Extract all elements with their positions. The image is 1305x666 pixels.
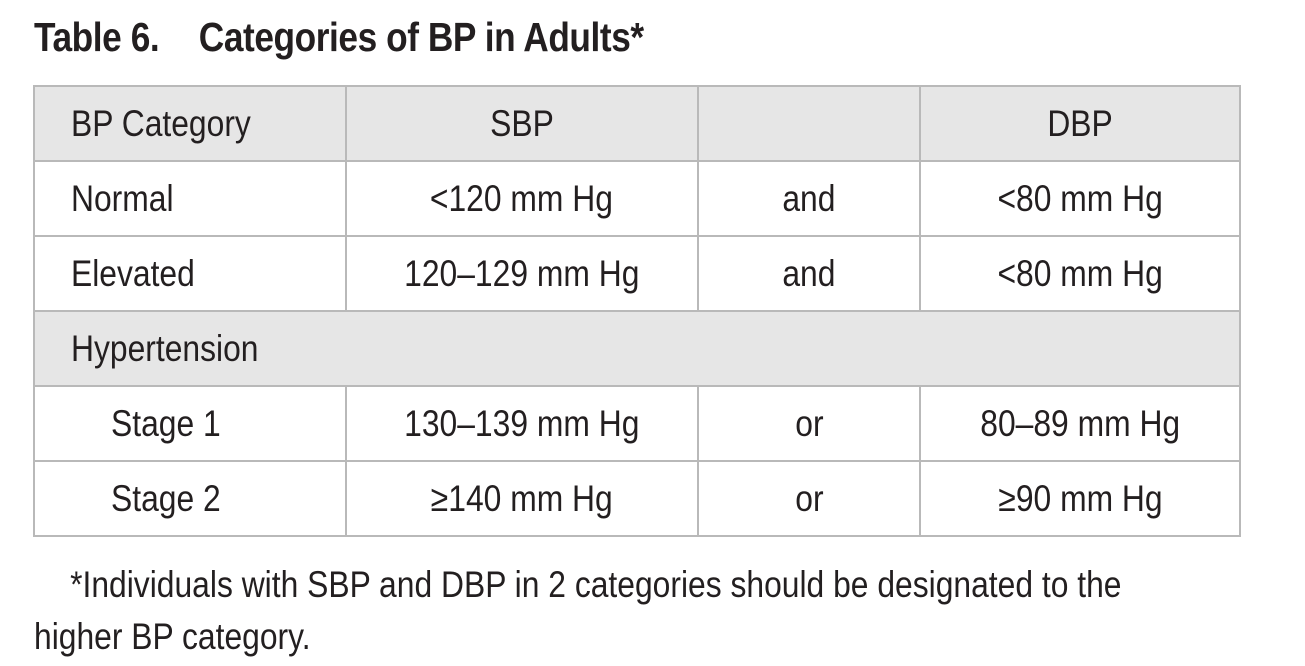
dbp-cell: 80–89 mm Hg [919,385,1241,462]
sbp-cell: 130–139 mm Hg [344,385,700,462]
header-bp-category: BP Category [33,85,347,162]
table-row: Normal <120 mm Hg and <80 mm Hg [33,160,1241,237]
footnote-line-1: *Individuals with SBP and DBP in 2 categ… [70,564,1122,605]
dbp-cell: ≥90 mm Hg [919,460,1241,537]
table-header-row: BP Category SBP DBP [33,85,1241,162]
header-sbp: SBP [344,85,700,162]
conjunction-cell: or [697,385,922,462]
group-row-hypertension: Hypertension [33,310,1241,387]
sbp-cell: <120 mm Hg [344,160,700,237]
header-conjunction [697,85,922,162]
table-number: Table 6. [34,14,160,60]
group-label: Hypertension [33,310,1241,387]
table-title: Table 6. Categories of BP in Adults* [34,8,644,66]
category-cell: Elevated [33,235,347,312]
table-row: Elevated 120–129 mm Hg and <80 mm Hg [33,235,1241,312]
bp-categories-table: BP Category SBP DBP Normal <120 mm Hg an… [33,85,1241,537]
dbp-cell: <80 mm Hg [919,235,1241,312]
category-cell: Stage 1 [33,385,347,462]
footnote-line-2: higher BP category. [34,616,311,657]
table-row: Stage 1 130–139 mm Hg or 80–89 mm Hg [33,385,1241,462]
conjunction-cell: and [697,160,922,237]
dbp-cell: <80 mm Hg [919,160,1241,237]
table-caption: Categories of BP in Adults* [198,14,644,60]
sbp-cell: ≥140 mm Hg [344,460,700,537]
category-cell: Normal [33,160,347,237]
conjunction-cell: or [697,460,922,537]
sbp-cell: 120–129 mm Hg [344,235,700,312]
conjunction-cell: and [697,235,922,312]
table-row: Stage 2 ≥140 mm Hg or ≥90 mm Hg [33,460,1241,537]
table-footnote: *Individuals with SBP and DBP in 2 categ… [34,559,1240,663]
header-dbp: DBP [919,85,1241,162]
category-cell: Stage 2 [33,460,347,537]
